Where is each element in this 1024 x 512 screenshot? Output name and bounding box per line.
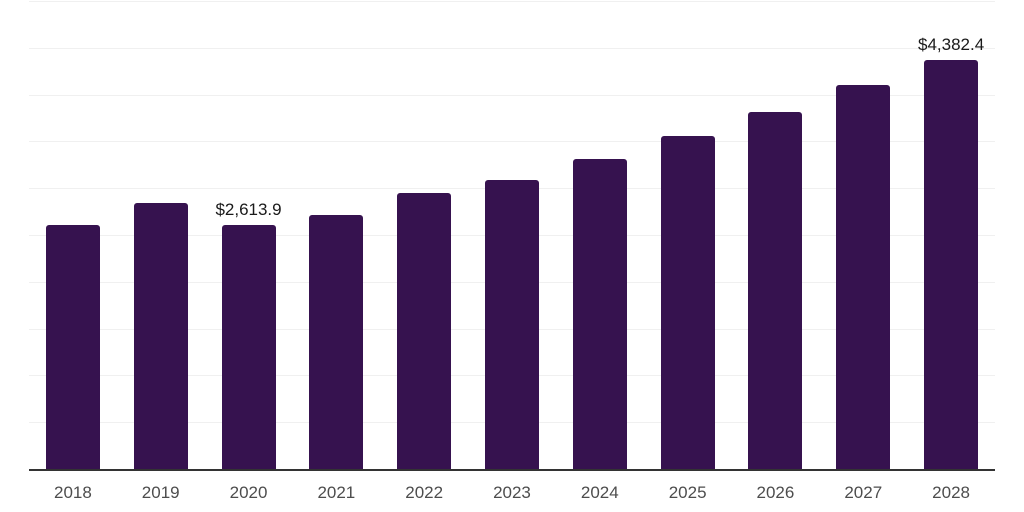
x-tick-2021: 2021 [317, 483, 356, 502]
bar-2027[interactable] [836, 85, 891, 470]
x-tick-2028: 2028 [932, 483, 970, 502]
bar-2023[interactable] [485, 180, 539, 470]
bar-2021[interactable] [309, 215, 364, 470]
bar-2018[interactable] [45, 224, 100, 470]
plot-area: $2,613.9 $4,382.4 [29, 1, 995, 470]
x-tick-2023: 2023 [493, 483, 531, 502]
x-axis-labels: 2018 2019 2020 2021 2022 2023 2024 2025 2026 2027… [29, 483, 995, 507]
bar-2026[interactable] [748, 111, 803, 470]
gridline-4000 [29, 94, 995, 96]
data-label-2028: $4,382.4 [917, 34, 985, 54]
x-axis-line [29, 469, 995, 471]
bar-2022[interactable] [397, 193, 452, 470]
x-tick-2019: 2019 [141, 483, 180, 502]
bar-2025[interactable] [660, 136, 715, 470]
x-tick-2020: 2020 [229, 483, 268, 502]
bar-2020[interactable] [221, 225, 276, 470]
x-tick-2027: 2027 [844, 483, 883, 502]
gridline-5000 [29, 1, 995, 2]
bar-2024[interactable] [572, 159, 627, 470]
x-tick-2022: 2022 [405, 483, 444, 502]
gridline-3500 [29, 141, 995, 143]
x-tick-2018: 2018 [53, 483, 92, 502]
x-tick-2024: 2024 [580, 483, 619, 502]
bar-2028[interactable] [924, 59, 979, 470]
gridline-4500 [29, 47, 995, 49]
data-label-2020: $2,613.9 [215, 200, 282, 220]
bar-2019[interactable] [133, 203, 188, 470]
x-tick-2026: 2026 [756, 483, 795, 502]
x-tick-2025: 2025 [668, 483, 707, 502]
